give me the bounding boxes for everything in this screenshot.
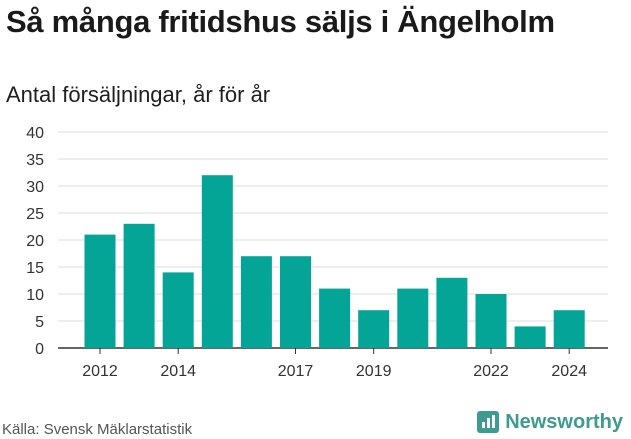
- chart-title: Så många fritidshus säljs i Ängelholm: [6, 4, 555, 39]
- y-tick-label: 40: [26, 125, 44, 142]
- bar-2020: [397, 288, 429, 348]
- bar-2021: [436, 277, 468, 348]
- bar-2018: [319, 288, 351, 348]
- brand-logo[interactable]: Newsworthy: [477, 409, 623, 435]
- brand-name: Newsworthy: [505, 410, 623, 433]
- y-tick-label: 35: [26, 152, 44, 169]
- bar-chart: 0 5 10 15 20 25 30 35 40 2012 2014 2017 2019 2022 202…: [26, 125, 608, 380]
- x-tick-label: 2014: [160, 363, 196, 380]
- bar-2013: [123, 223, 155, 348]
- x-axis-ticks: 2012 2014 2017 2019 2022 2024: [82, 348, 587, 380]
- y-tick-label: 25: [26, 206, 44, 223]
- x-tick-label: 2017: [278, 363, 314, 380]
- y-tick-label: 20: [26, 233, 44, 250]
- bar-2022: [475, 294, 507, 348]
- x-tick-label: 2022: [473, 363, 509, 380]
- x-tick-label: 2019: [356, 363, 392, 380]
- bar-2015: [201, 175, 233, 348]
- chart-subtitle: Antal försäljningar, år för år: [6, 82, 271, 107]
- y-tick-label: 30: [26, 179, 44, 196]
- y-axis-ticks: 0 5 10 15 20 25 30 35 40: [26, 125, 44, 358]
- source-note: Källa: Svensk Mäklarstatistik: [2, 421, 193, 438]
- bar-2014: [162, 272, 194, 348]
- y-tick-label: 0: [35, 341, 44, 358]
- bars: [84, 175, 585, 348]
- bar-2023: [514, 326, 546, 348]
- bar-2016: [240, 256, 272, 348]
- newsworthy-logo-icon: [477, 411, 500, 433]
- bar-2024: [553, 310, 585, 348]
- bar-2017: [280, 256, 311, 348]
- x-tick-label: 2024: [551, 363, 587, 380]
- y-tick-label: 5: [35, 314, 44, 331]
- bar-2012: [84, 234, 116, 348]
- x-tick-label: 2012: [82, 363, 118, 380]
- y-tick-label: 10: [26, 287, 44, 304]
- y-tick-label: 15: [26, 260, 44, 277]
- bar-2019: [358, 310, 390, 348]
